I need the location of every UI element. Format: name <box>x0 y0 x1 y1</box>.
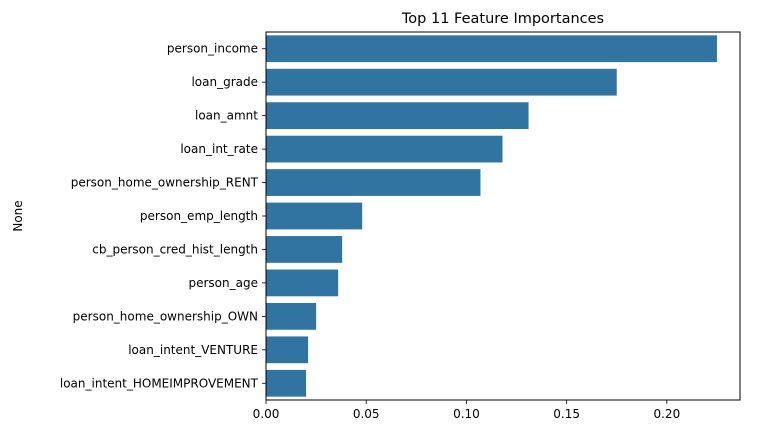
bar-loan_grade <box>266 68 617 96</box>
y-tick-label: loan_intent_VENTURE <box>128 343 258 357</box>
plot-frame <box>265 31 741 401</box>
y-tick-label: person_home_ownership_OWN <box>73 309 258 323</box>
y-tick-label: loan_amnt <box>195 109 258 123</box>
bar-loan_amnt <box>266 102 529 130</box>
bars-group <box>266 35 717 397</box>
y-tick-label: person_home_ownership_RENT <box>71 176 259 190</box>
y-tick-label: loan_intent_HOMEIMPROVEMENT <box>60 376 259 390</box>
bar-person_income <box>266 35 717 63</box>
y-tick-label: loan_grade <box>191 75 258 89</box>
y-tick-label: person_emp_length <box>140 209 258 223</box>
y-ticks-group: person_income loan_grade loan_amnt loan_int… <box>60 42 266 390</box>
x-tick-label: 0.10 <box>453 407 480 421</box>
bar-person_home_ownership_RENT <box>266 169 481 196</box>
y-axis-label: None <box>11 200 25 231</box>
bar-person_emp_length <box>266 202 363 230</box>
bar-loan_int_rate <box>266 135 503 163</box>
bar-loan_intent_VENTURE <box>266 336 309 364</box>
x-tick-label: 0.20 <box>653 407 680 421</box>
chart-title: Top 11 Feature Importances <box>401 11 604 27</box>
x-ticks-group: 0.00 0.05 0.10 0.15 0.20 <box>253 400 680 421</box>
y-tick-label: loan_int_rate <box>180 142 258 156</box>
y-tick-label: person_age <box>189 276 259 290</box>
y-tick-label: person_income <box>167 42 258 56</box>
bar-loan_intent_HOMEIMPROVEMENT <box>266 369 307 397</box>
x-tick-label: 0.15 <box>553 407 580 421</box>
y-tick-label: cb_person_cred_hist_length <box>92 242 258 256</box>
x-tick-label: 0.00 <box>253 407 280 421</box>
x-tick-label: 0.05 <box>353 407 380 421</box>
bar-person_home_ownership_OWN <box>266 302 317 330</box>
bar-person_age <box>266 269 339 297</box>
bar-cb_person_cred_hist_length <box>266 236 343 263</box>
